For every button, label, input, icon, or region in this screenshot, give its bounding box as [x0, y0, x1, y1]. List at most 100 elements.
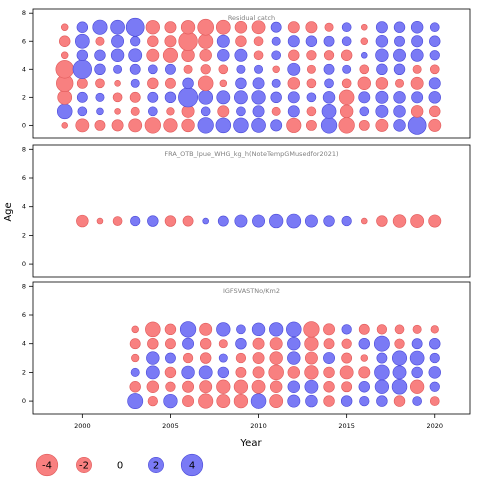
bubble-point [410, 21, 424, 34]
bubble-point [395, 78, 404, 88]
bubble-point [147, 395, 158, 407]
bubble-point [252, 105, 265, 118]
bubble-point [374, 379, 390, 394]
bubble-point [375, 77, 389, 90]
bubble-point [130, 215, 141, 227]
bubble-point [360, 37, 368, 45]
bubble-point [305, 119, 317, 131]
bubble-point [165, 381, 176, 392]
bubble-point [180, 20, 196, 35]
bubble-point [92, 19, 108, 35]
bubble-point [271, 106, 281, 116]
bubble-point [146, 380, 160, 393]
panel-frame [32, 281, 471, 415]
bubble-point [178, 31, 198, 51]
y-tick-label: 8 [22, 145, 26, 153]
bubble-point [286, 321, 302, 338]
bubble-point [200, 106, 211, 117]
bubble-point [287, 366, 301, 379]
legend-label: -2 [79, 461, 89, 472]
bubble-point [412, 64, 422, 74]
bubble-point [305, 35, 318, 47]
bubble-point [182, 215, 194, 227]
bubble-point [147, 77, 159, 90]
bubble-point [286, 117, 302, 133]
bubble-point [358, 323, 370, 335]
bubble-point [373, 335, 390, 352]
bubble-point [270, 91, 282, 104]
panel-2: FRA_OTB_lpue_WHG_kg_h(NoteTempGMusedfor2… [22, 144, 471, 278]
y-tick-label: 4 [22, 340, 26, 348]
bubble-point [110, 19, 125, 35]
bubble-point [56, 103, 73, 120]
bubble-point [251, 20, 266, 35]
bubble-point [253, 50, 264, 61]
bubble-point [234, 90, 248, 105]
bubble-point [233, 117, 249, 134]
y-tick-label: 8 [22, 9, 26, 17]
bubble-point [111, 119, 124, 132]
bubble-point [163, 118, 178, 133]
panel-3: IGFSVASTNo/Km2 0 2 4 6 8 2000 2005 2010 2015 2020 [22, 281, 471, 430]
y-tick-label: 8 [22, 282, 26, 290]
bubble-point [270, 119, 283, 132]
legend-label: 2 [153, 461, 159, 472]
panel-frame [32, 144, 471, 278]
bubble-point [287, 91, 300, 104]
bubble-point [393, 119, 406, 132]
legend-bubble [35, 453, 59, 477]
bubble-point [376, 395, 388, 407]
bubble-point [234, 214, 248, 228]
bubble-point [61, 122, 68, 129]
bubble-point [429, 352, 440, 364]
bubble-point [391, 350, 408, 366]
bubble-point [129, 63, 141, 75]
bubble-point [252, 337, 265, 350]
bubble-point [375, 35, 389, 48]
bubble-point [164, 91, 177, 104]
bubble-point [430, 325, 439, 334]
bubble-point [60, 23, 69, 31]
bubble-point [286, 213, 302, 229]
bubble-point [412, 324, 422, 334]
bubble-point [341, 352, 353, 364]
bubble-point [235, 366, 247, 378]
bubble-point [287, 77, 301, 90]
bubble-point [129, 338, 141, 350]
bubble-point [145, 20, 160, 35]
bubble-point [111, 34, 125, 48]
bubble-point [428, 366, 441, 379]
bubble-point [217, 49, 230, 62]
bubble-point [219, 79, 228, 88]
panel-title: IGFSVASTNo/Km2 [223, 287, 280, 295]
bubble-point [375, 104, 389, 118]
x-tick-label: 2005 [162, 422, 179, 430]
bubble-point [234, 21, 248, 34]
bubble-point [216, 90, 231, 105]
bubble-point [393, 48, 406, 62]
bubble-point [95, 92, 105, 102]
bubble-point [199, 322, 213, 336]
bubble-point [215, 19, 231, 35]
bubble-point [287, 337, 301, 351]
bubble-point [428, 77, 441, 90]
bubble-point [162, 47, 178, 63]
bubble-point [323, 338, 335, 350]
bubble-point [269, 380, 283, 393]
bubble-point [218, 353, 228, 363]
bubble-point [272, 65, 280, 74]
bubble-point [163, 393, 178, 409]
bubble-point [269, 337, 283, 351]
bubble-point [376, 215, 388, 227]
bubble-point [323, 50, 335, 61]
bubble-point [357, 76, 371, 91]
bubble-point [182, 337, 195, 350]
bubble-point [76, 214, 89, 228]
bubble-point [411, 91, 424, 104]
bubble-point [361, 23, 368, 31]
bubble-point [183, 64, 193, 74]
bubble-point [429, 64, 440, 75]
bubble-point [269, 322, 284, 337]
bubble-point [393, 21, 406, 33]
bubble-point [410, 379, 425, 394]
